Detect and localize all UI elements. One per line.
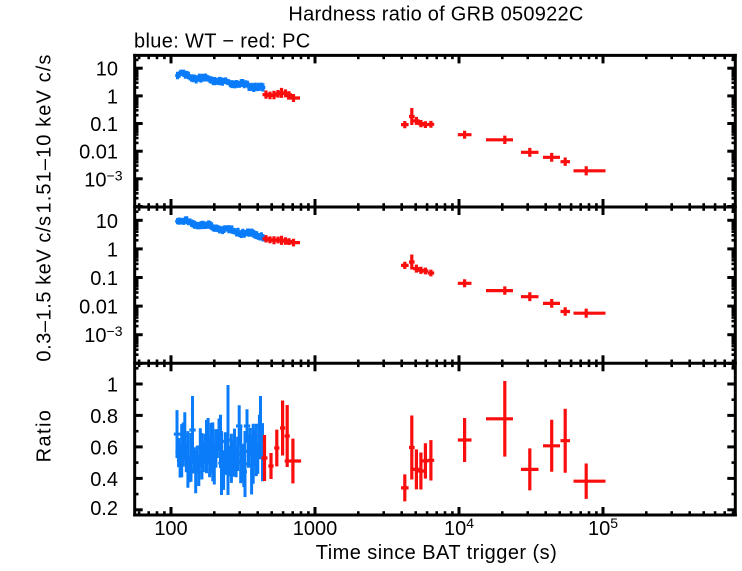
svg-text:1000: 1000 [293,518,338,540]
svg-text:10−3: 10−3 [84,323,122,347]
svg-text:0.2: 0.2 [90,498,118,520]
svg-text:1: 1 [107,86,118,108]
svg-text:Ratio: Ratio [34,409,56,463]
svg-text:0.1: 0.1 [90,268,118,290]
svg-text:10: 10 [96,59,118,81]
svg-text:10: 10 [96,211,118,233]
svg-text:1.51–10 keV c/s: 1.51–10 keV c/s [34,54,56,214]
svg-text:0.8: 0.8 [90,406,118,428]
svg-text:Time since BAT trigger (s): Time since BAT trigger (s) [316,542,557,564]
svg-text:0.3–1.5 keV c/s: 0.3–1.5 keV c/s [34,215,56,361]
svg-text:0.1: 0.1 [90,114,118,136]
svg-text:1: 1 [107,239,118,261]
svg-text:Hardness ratio of GRB 050922C: Hardness ratio of GRB 050922C [288,4,583,26]
svg-text:100: 100 [154,518,187,540]
svg-text:blue: WT − red: PC: blue: WT − red: PC [134,31,311,53]
svg-text:0.6: 0.6 [90,437,118,459]
svg-text:0.01: 0.01 [79,142,118,164]
svg-text:0.01: 0.01 [79,297,118,319]
svg-text:1: 1 [107,375,118,397]
svg-text:0.4: 0.4 [90,469,118,491]
